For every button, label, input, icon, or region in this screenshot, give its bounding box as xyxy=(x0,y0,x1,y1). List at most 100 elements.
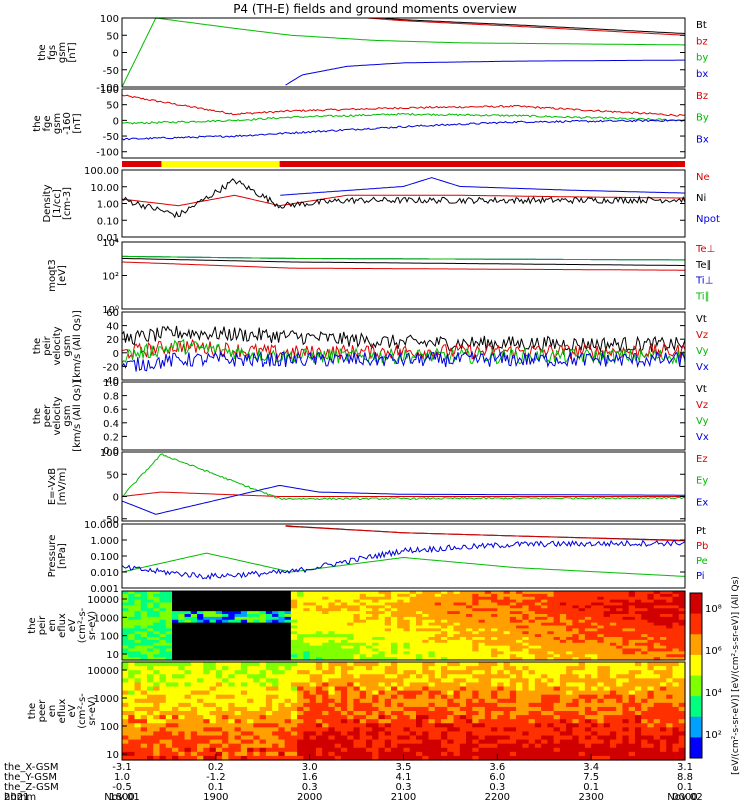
spectrogram-cell xyxy=(315,628,323,632)
spectrogram-cell xyxy=(472,591,480,595)
spectrogram-cell xyxy=(290,657,298,661)
spectrogram-cell xyxy=(609,755,617,761)
spectrogram-cell xyxy=(509,739,517,745)
spectrogram-cell xyxy=(284,596,292,601)
spectrogram-cell xyxy=(572,706,580,712)
spectrogram-cell xyxy=(272,702,279,708)
spectrogram-cell xyxy=(572,723,580,728)
spectrogram-cell xyxy=(178,593,186,598)
spectrogram-cell xyxy=(390,657,398,661)
mode-bar-red xyxy=(122,161,685,167)
spectrogram-cell xyxy=(140,642,148,647)
spectrogram-cell xyxy=(365,591,373,595)
spectrogram-cell xyxy=(265,682,273,688)
spectrogram-cell xyxy=(272,666,279,671)
spectrogram-cell xyxy=(184,711,192,716)
spectrogram-cell xyxy=(353,698,361,704)
spectrogram-cell xyxy=(434,599,442,604)
spectrogram-cell xyxy=(359,735,367,741)
spectrogram-cell xyxy=(516,694,523,700)
spectrogram-cell xyxy=(147,690,154,696)
spectrogram-cell xyxy=(265,723,273,728)
spectrogram-cell xyxy=(559,614,567,618)
spectrogram-cell xyxy=(265,648,273,652)
spectrogram-cell xyxy=(197,639,204,644)
spectrogram-cell xyxy=(172,747,179,753)
spectrogram-cell xyxy=(416,642,423,647)
spectrogram-cell xyxy=(553,614,561,618)
spectrogram-cell xyxy=(140,723,148,728)
spectrogram-cell xyxy=(672,622,680,627)
spectrogram-cell xyxy=(284,631,292,635)
spectrogram-cell xyxy=(297,634,305,638)
spectrogram-cell xyxy=(328,651,336,655)
spectrogram-cell xyxy=(284,616,292,621)
spectrogram-cell xyxy=(228,593,236,598)
spectrogram-cell xyxy=(547,645,555,650)
spectrogram-cell xyxy=(365,719,373,724)
spectrogram-cell xyxy=(178,616,186,621)
spectrogram-cell xyxy=(672,654,680,658)
ephemeris-value: 3.1 xyxy=(677,762,693,773)
spectrogram-cell xyxy=(390,639,398,644)
spectrogram-cell xyxy=(603,596,611,601)
spectrogram-cell xyxy=(184,755,192,761)
spectrogram-cell xyxy=(559,694,567,700)
spectrogram-cell xyxy=(622,727,630,733)
spectrogram-cell xyxy=(203,625,211,629)
spectrogram-cell xyxy=(365,715,373,720)
spectrogram-cell xyxy=(409,727,417,733)
spectrogram-cell xyxy=(603,642,611,647)
spectrogram-cell xyxy=(190,694,198,700)
spectrogram-cell xyxy=(203,735,211,741)
spectrogram-cell xyxy=(297,654,305,658)
spectrogram-cell xyxy=(578,682,586,688)
spectrogram-cell xyxy=(384,602,392,606)
spectrogram-cell xyxy=(159,719,167,724)
spectrogram-cell xyxy=(272,605,279,609)
spectrogram-cell xyxy=(228,642,236,647)
spectrogram-cell xyxy=(666,648,674,652)
spectrogram-cell xyxy=(572,637,580,641)
spectrogram-cell xyxy=(572,678,580,684)
spectrogram-cell xyxy=(384,605,392,609)
spectrogram-cell xyxy=(372,657,380,661)
spectrogram-cell xyxy=(572,751,580,757)
spectrogram-cell xyxy=(372,727,380,733)
spectrogram-cell xyxy=(516,674,523,679)
spectrogram-cell xyxy=(340,648,348,652)
spectrogram-cell xyxy=(272,637,279,641)
series-line-Te∥ xyxy=(121,257,685,266)
spectrogram-cell xyxy=(159,686,167,692)
ephemeris-value: 1.0 xyxy=(114,772,130,783)
legend-Vt: Vt xyxy=(696,314,707,325)
spectrogram-cell xyxy=(578,639,586,644)
spectrogram-cell xyxy=(422,743,430,749)
spectrogram-cell xyxy=(278,605,286,609)
spectrogram-cell xyxy=(190,739,198,745)
spectrogram-cell xyxy=(240,619,248,624)
spectrogram-cell xyxy=(315,622,323,627)
spectrogram-cell xyxy=(365,662,373,667)
spectrogram-cell xyxy=(653,751,661,757)
spectrogram-cell xyxy=(272,727,279,733)
spectrogram-cell xyxy=(322,616,330,621)
spectrogram-cell xyxy=(547,648,555,652)
spectrogram-cell xyxy=(547,690,555,696)
spectrogram-cell xyxy=(666,642,674,647)
spectrogram-cell xyxy=(390,651,398,655)
spectrogram-cell xyxy=(265,625,273,629)
spectrogram-cell xyxy=(172,657,179,661)
spectrogram-cell xyxy=(284,614,292,618)
spectrogram-cell xyxy=(215,631,223,635)
spectrogram-cell xyxy=(609,727,617,733)
spectrogram-cell xyxy=(397,602,405,606)
spectrogram-cell xyxy=(147,628,154,632)
spectrogram-cell xyxy=(497,694,505,700)
legend-By: By xyxy=(696,113,709,124)
spectrogram-cell xyxy=(647,711,655,716)
y-tick-label: 0.100 xyxy=(90,552,119,563)
spectrogram-cell xyxy=(209,631,217,635)
spectrogram-cell xyxy=(622,599,630,604)
spectrogram-cell xyxy=(353,751,361,757)
